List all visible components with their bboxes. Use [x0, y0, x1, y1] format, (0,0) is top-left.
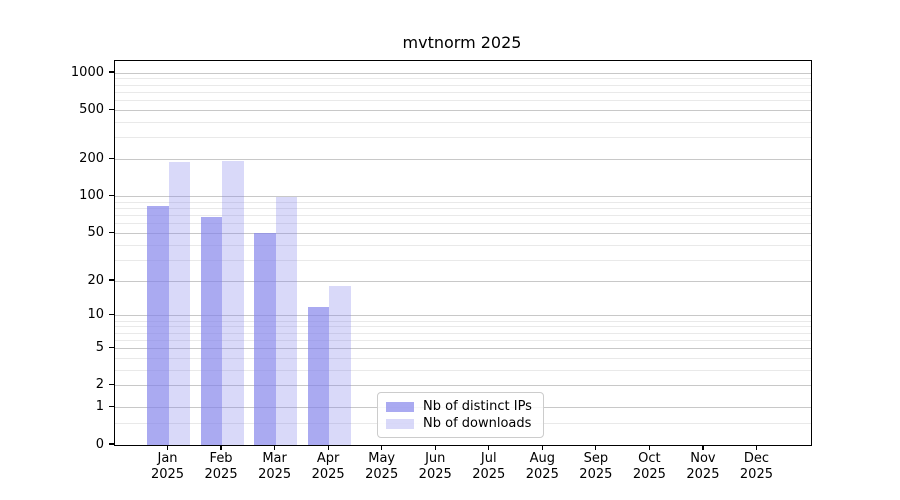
legend: Nb of distinct IPs Nb of downloads — [377, 392, 544, 438]
minor-gridline — [115, 99, 811, 101]
major-gridline — [115, 232, 811, 234]
x-tick-mark — [648, 445, 650, 450]
x-tick-label: Jul 2025 — [472, 451, 506, 482]
y-tick-label: 5 — [95, 340, 104, 356]
legend-label-distinct-ips: Nb of distinct IPs — [423, 399, 532, 414]
x-tick-mark — [434, 445, 436, 450]
y-tick-mark — [109, 443, 114, 445]
major-gridline — [115, 196, 811, 197]
y-tick-label: 200 — [79, 150, 104, 166]
minor-gridline — [115, 201, 811, 203]
bar-downloads — [275, 196, 298, 445]
x-tick-label: Mar 2025 — [258, 451, 292, 482]
x-tick-mark — [595, 445, 597, 450]
minor-gridline — [115, 214, 811, 216]
y-tick-mark — [109, 157, 114, 160]
major-gridline — [115, 315, 811, 317]
legend-item-distinct-ips: Nb of distinct IPs — [386, 398, 535, 415]
minor-gridline — [115, 223, 811, 225]
minor-gridline — [115, 137, 811, 139]
minor-gridline — [115, 357, 811, 359]
major-gridline — [115, 348, 811, 350]
minor-gridline — [115, 121, 811, 123]
bar-distinct-ips — [254, 233, 276, 445]
y-tick-label: 100 — [79, 188, 104, 203]
major-gridline — [115, 109, 811, 111]
x-tick-label: Jun 2025 — [418, 451, 452, 482]
bar-downloads — [222, 161, 244, 445]
x-tick-label: Jan 2025 — [150, 451, 185, 482]
y-tick-mark — [109, 108, 114, 110]
minor-gridline — [115, 244, 811, 246]
y-tick-label: 20 — [87, 272, 104, 288]
bar-distinct-ips — [147, 206, 169, 445]
minor-gridline — [115, 332, 811, 334]
x-tick-label: Apr 2025 — [311, 451, 345, 482]
y-tick-label: 1 — [95, 399, 104, 415]
minor-gridline — [115, 369, 811, 371]
x-tick-mark — [166, 445, 169, 450]
major-gridline — [115, 158, 811, 160]
y-tick-mark — [109, 231, 114, 233]
legend-swatch-downloads-icon — [386, 418, 414, 429]
y-tick-mark — [109, 194, 114, 197]
x-tick-mark — [702, 445, 704, 450]
y-tick-label: 500 — [79, 101, 104, 117]
y-tick-mark — [109, 346, 114, 349]
y-tick-label: 1000 — [70, 64, 104, 80]
bar-downloads — [329, 286, 351, 445]
y-tick-label: 0 — [95, 436, 104, 452]
x-tick-label: Dec 2025 — [739, 451, 773, 482]
minor-gridline — [115, 339, 811, 341]
minor-gridline — [115, 259, 811, 261]
major-gridline — [115, 385, 811, 387]
x-tick-label: Sep 2025 — [579, 451, 613, 482]
x-tick-label: May 2025 — [365, 451, 399, 482]
legend-swatch-distinct-ips-icon — [386, 401, 414, 412]
minor-gridline — [115, 320, 811, 322]
x-tick-mark — [327, 445, 329, 450]
minor-gridline — [115, 84, 811, 86]
bar-distinct-ips — [200, 217, 223, 445]
y-tick-label: 10 — [87, 307, 104, 323]
y-tick-mark — [109, 279, 114, 281]
bar-downloads — [168, 162, 191, 445]
x-tick-label: Nov 2025 — [686, 451, 720, 482]
x-tick-label: Aug 2025 — [525, 451, 559, 482]
x-tick-label: Oct 2025 — [632, 451, 666, 482]
minor-gridline — [115, 91, 811, 93]
legend-label-downloads: Nb of downloads — [423, 416, 532, 431]
bar-distinct-ips — [307, 306, 330, 445]
minor-gridline — [115, 326, 811, 328]
y-tick-mark — [109, 384, 114, 386]
y-tick-label: 50 — [87, 224, 104, 240]
y-tick-mark — [109, 71, 114, 73]
plot-area — [114, 60, 812, 446]
x-tick-label: Feb 2025 — [204, 451, 238, 482]
x-tick-mark — [541, 445, 543, 450]
x-tick-mark — [488, 445, 490, 450]
y-tick-mark — [109, 314, 114, 316]
y-tick-label: 2 — [95, 377, 104, 393]
x-tick-mark — [220, 445, 222, 450]
minor-gridline — [115, 78, 811, 80]
major-gridline — [115, 280, 811, 282]
y-tick-mark — [109, 406, 114, 408]
chart-title: mvtnorm 2025 — [402, 33, 522, 52]
legend-item-downloads: Nb of downloads — [386, 415, 535, 432]
major-gridline — [115, 72, 811, 74]
x-tick-mark — [274, 445, 276, 450]
minor-gridline — [115, 207, 811, 209]
x-tick-mark — [381, 445, 383, 450]
x-tick-mark — [755, 445, 758, 450]
